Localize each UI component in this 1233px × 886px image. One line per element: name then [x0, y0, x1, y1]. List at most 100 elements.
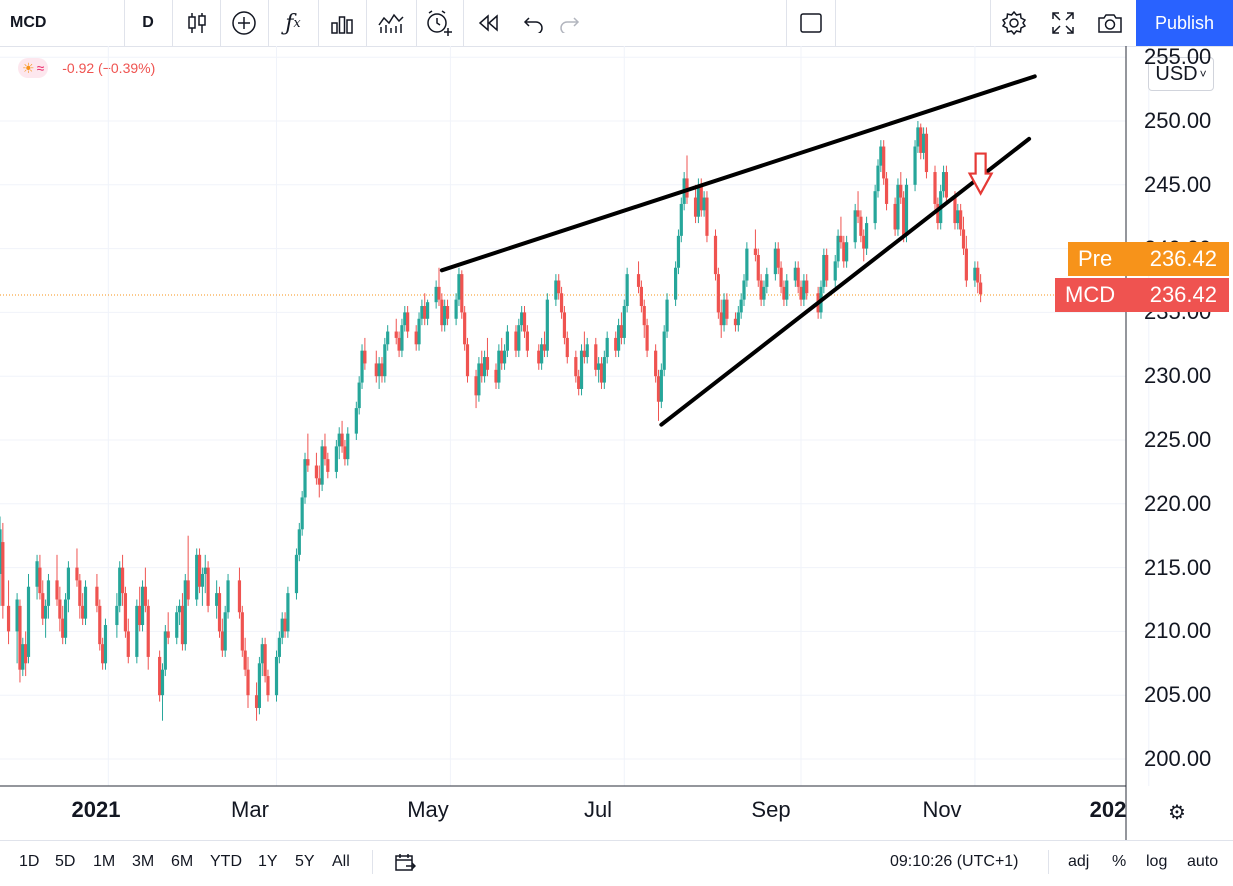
layout-icon[interactable]	[797, 0, 825, 46]
candle-body	[294, 554, 299, 594]
candle-body	[884, 178, 889, 204]
candle-body	[437, 286, 441, 300]
price-chart[interactable]	[0, 0, 1233, 840]
candle	[320, 440, 324, 492]
candle	[123, 586, 128, 638]
candle-body	[922, 133, 926, 153]
log-toggle[interactable]: log	[1146, 853, 1168, 870]
candle	[434, 280, 438, 309]
candle-body	[577, 376, 581, 389]
last-price-tag: MCD 236.42	[1055, 278, 1229, 312]
candle	[126, 618, 130, 664]
add-indicator-icon[interactable]	[230, 0, 258, 46]
candle	[337, 427, 341, 460]
range-5d[interactable]: 5D	[55, 853, 76, 870]
candle-body	[782, 286, 786, 300]
candle	[35, 554, 39, 600]
undo-icon[interactable]	[521, 0, 547, 46]
candle-body	[300, 497, 304, 530]
auto-toggle[interactable]: auto	[1187, 853, 1219, 870]
range-ytd[interactable]: YTD	[210, 853, 242, 870]
market-status-badge[interactable]: ☀ ≈	[18, 58, 49, 78]
candle-body	[0, 529, 2, 574]
candle	[842, 235, 846, 268]
range-1d[interactable]: 1D	[19, 853, 40, 870]
candle	[357, 376, 361, 415]
currency-selector[interactable]: USD ˅	[1148, 57, 1214, 91]
candle-body	[716, 274, 720, 313]
settings-icon[interactable]	[1000, 0, 1028, 46]
clock[interactable]: 09:10:26 (UTC+1)	[890, 853, 1019, 870]
bottom-toolbar	[0, 840, 1233, 886]
candle	[873, 184, 877, 230]
candle-body	[765, 274, 769, 287]
candle-body	[833, 261, 837, 281]
redo-icon[interactable]	[556, 0, 582, 46]
candle-body	[280, 618, 284, 638]
range-1m[interactable]: 1M	[93, 853, 116, 870]
candle	[879, 140, 883, 173]
candle	[913, 140, 917, 192]
candle-body	[862, 235, 866, 249]
candle	[360, 344, 364, 389]
range-6m[interactable]: 6M	[171, 853, 194, 870]
candle	[277, 631, 281, 664]
axis-settings-icon[interactable]: ⚙	[1168, 802, 1186, 824]
percent-toggle[interactable]: %	[1112, 853, 1127, 870]
time-tick: Jul	[583, 797, 613, 822]
candle-body	[899, 184, 903, 198]
candle-body	[839, 235, 843, 243]
candle-body	[18, 605, 22, 670]
candle	[502, 344, 507, 370]
candle	[936, 197, 940, 230]
candle-body	[916, 127, 920, 147]
candle-body	[457, 274, 461, 300]
range-1y[interactable]: 1Y	[258, 853, 278, 870]
candle	[756, 248, 760, 287]
candle	[602, 350, 606, 389]
alert-icon[interactable]	[424, 0, 454, 46]
candle	[46, 573, 51, 619]
candle	[237, 567, 242, 619]
candle-body	[619, 325, 624, 338]
candle	[736, 306, 740, 332]
candle	[414, 325, 418, 351]
candle-body	[66, 567, 71, 600]
camera-icon[interactable]	[1096, 0, 1124, 46]
candle-body	[919, 127, 923, 153]
symbol-search[interactable]: MCD	[10, 14, 47, 31]
candle-body	[277, 637, 281, 657]
candle-body	[845, 242, 849, 262]
candle	[505, 325, 510, 358]
candle-body	[195, 554, 199, 600]
candle-body	[158, 656, 162, 696]
candle	[81, 593, 85, 626]
goto-date-icon[interactable]	[394, 852, 417, 879]
publish-button[interactable]: Publish	[1136, 0, 1233, 46]
candle	[306, 433, 310, 472]
candle	[323, 433, 327, 466]
compare-icon[interactable]	[377, 0, 405, 46]
range-all[interactable]: All	[332, 853, 350, 870]
candle-body	[146, 605, 150, 657]
fullscreen-icon[interactable]	[1049, 0, 1077, 46]
bar-chart-icon[interactable]	[328, 0, 356, 46]
candle	[525, 325, 529, 358]
interval-button[interactable]: D	[142, 14, 154, 31]
range-3m[interactable]: 3M	[132, 853, 155, 870]
candle	[902, 191, 906, 243]
candle-body	[180, 605, 185, 645]
candle	[559, 286, 564, 319]
range-5y[interactable]: 5Y	[295, 853, 315, 870]
candle	[58, 586, 62, 632]
candles-icon[interactable]	[183, 0, 211, 46]
candle-body	[334, 446, 338, 472]
candle-body	[118, 567, 122, 606]
replay-icon[interactable]	[475, 0, 503, 46]
candle-body	[374, 363, 378, 377]
candle	[705, 191, 709, 243]
adj-toggle[interactable]: adj	[1068, 853, 1090, 870]
candle	[18, 599, 22, 683]
toolbar-divider	[835, 0, 836, 46]
